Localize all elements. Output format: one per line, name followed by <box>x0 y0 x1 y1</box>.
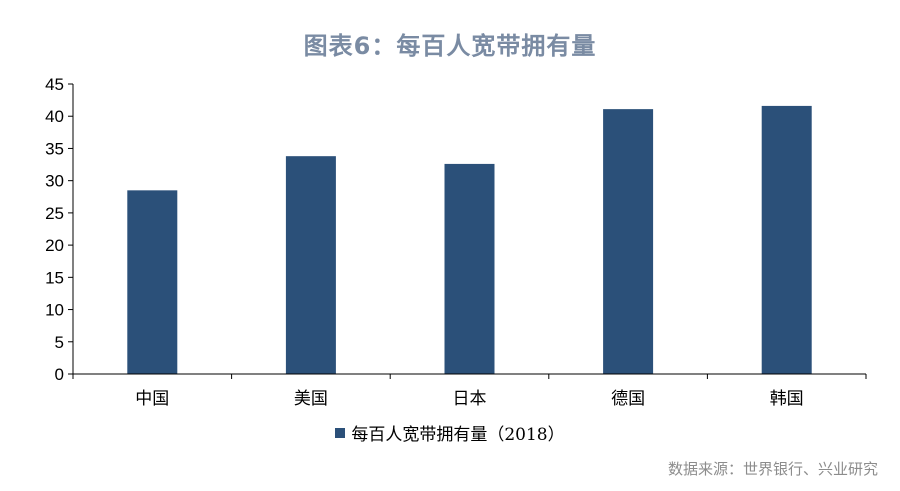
y-tick-label: 20 <box>45 236 64 255</box>
x-axis-ticks: 中国 美国 日本 德国 韩国 <box>72 374 867 409</box>
y-tick-label: 25 <box>45 204 64 223</box>
legend: 每百人宽带拥有量（2018） <box>0 420 900 445</box>
chart-title: 图表6：每百人宽带拥有量 <box>303 32 597 60</box>
bars-group <box>127 105 812 375</box>
y-tick-label: 5 <box>55 333 64 352</box>
legend-swatch <box>335 427 346 438</box>
source-note: 数据来源：世界银行、兴业研究 <box>667 460 878 478</box>
x-category-label: 德国 <box>611 389 645 409</box>
x-category-label: 中国 <box>135 389 169 409</box>
bar-4 <box>761 105 812 375</box>
y-axis-ticks: 0 5 10 15 20 25 30 35 40 45 <box>45 75 73 384</box>
y-tick-label: 15 <box>45 268 64 287</box>
x-category-label: 韩国 <box>770 389 804 409</box>
y-tick-label: 45 <box>45 75 64 94</box>
x-category-label: 日本 <box>453 389 487 409</box>
y-tick-label: 0 <box>55 365 64 384</box>
y-tick-label: 30 <box>45 172 64 191</box>
bar-0 <box>127 190 178 374</box>
x-category-label: 美国 <box>294 389 328 409</box>
bar-1 <box>285 156 336 374</box>
bar-3 <box>603 109 654 374</box>
bar-2 <box>444 163 495 374</box>
y-tick-label: 35 <box>45 139 64 158</box>
legend-label: 每百人宽带拥有量（2018） <box>351 425 565 445</box>
y-tick-label: 40 <box>45 107 64 126</box>
y-tick-label: 10 <box>45 301 64 320</box>
